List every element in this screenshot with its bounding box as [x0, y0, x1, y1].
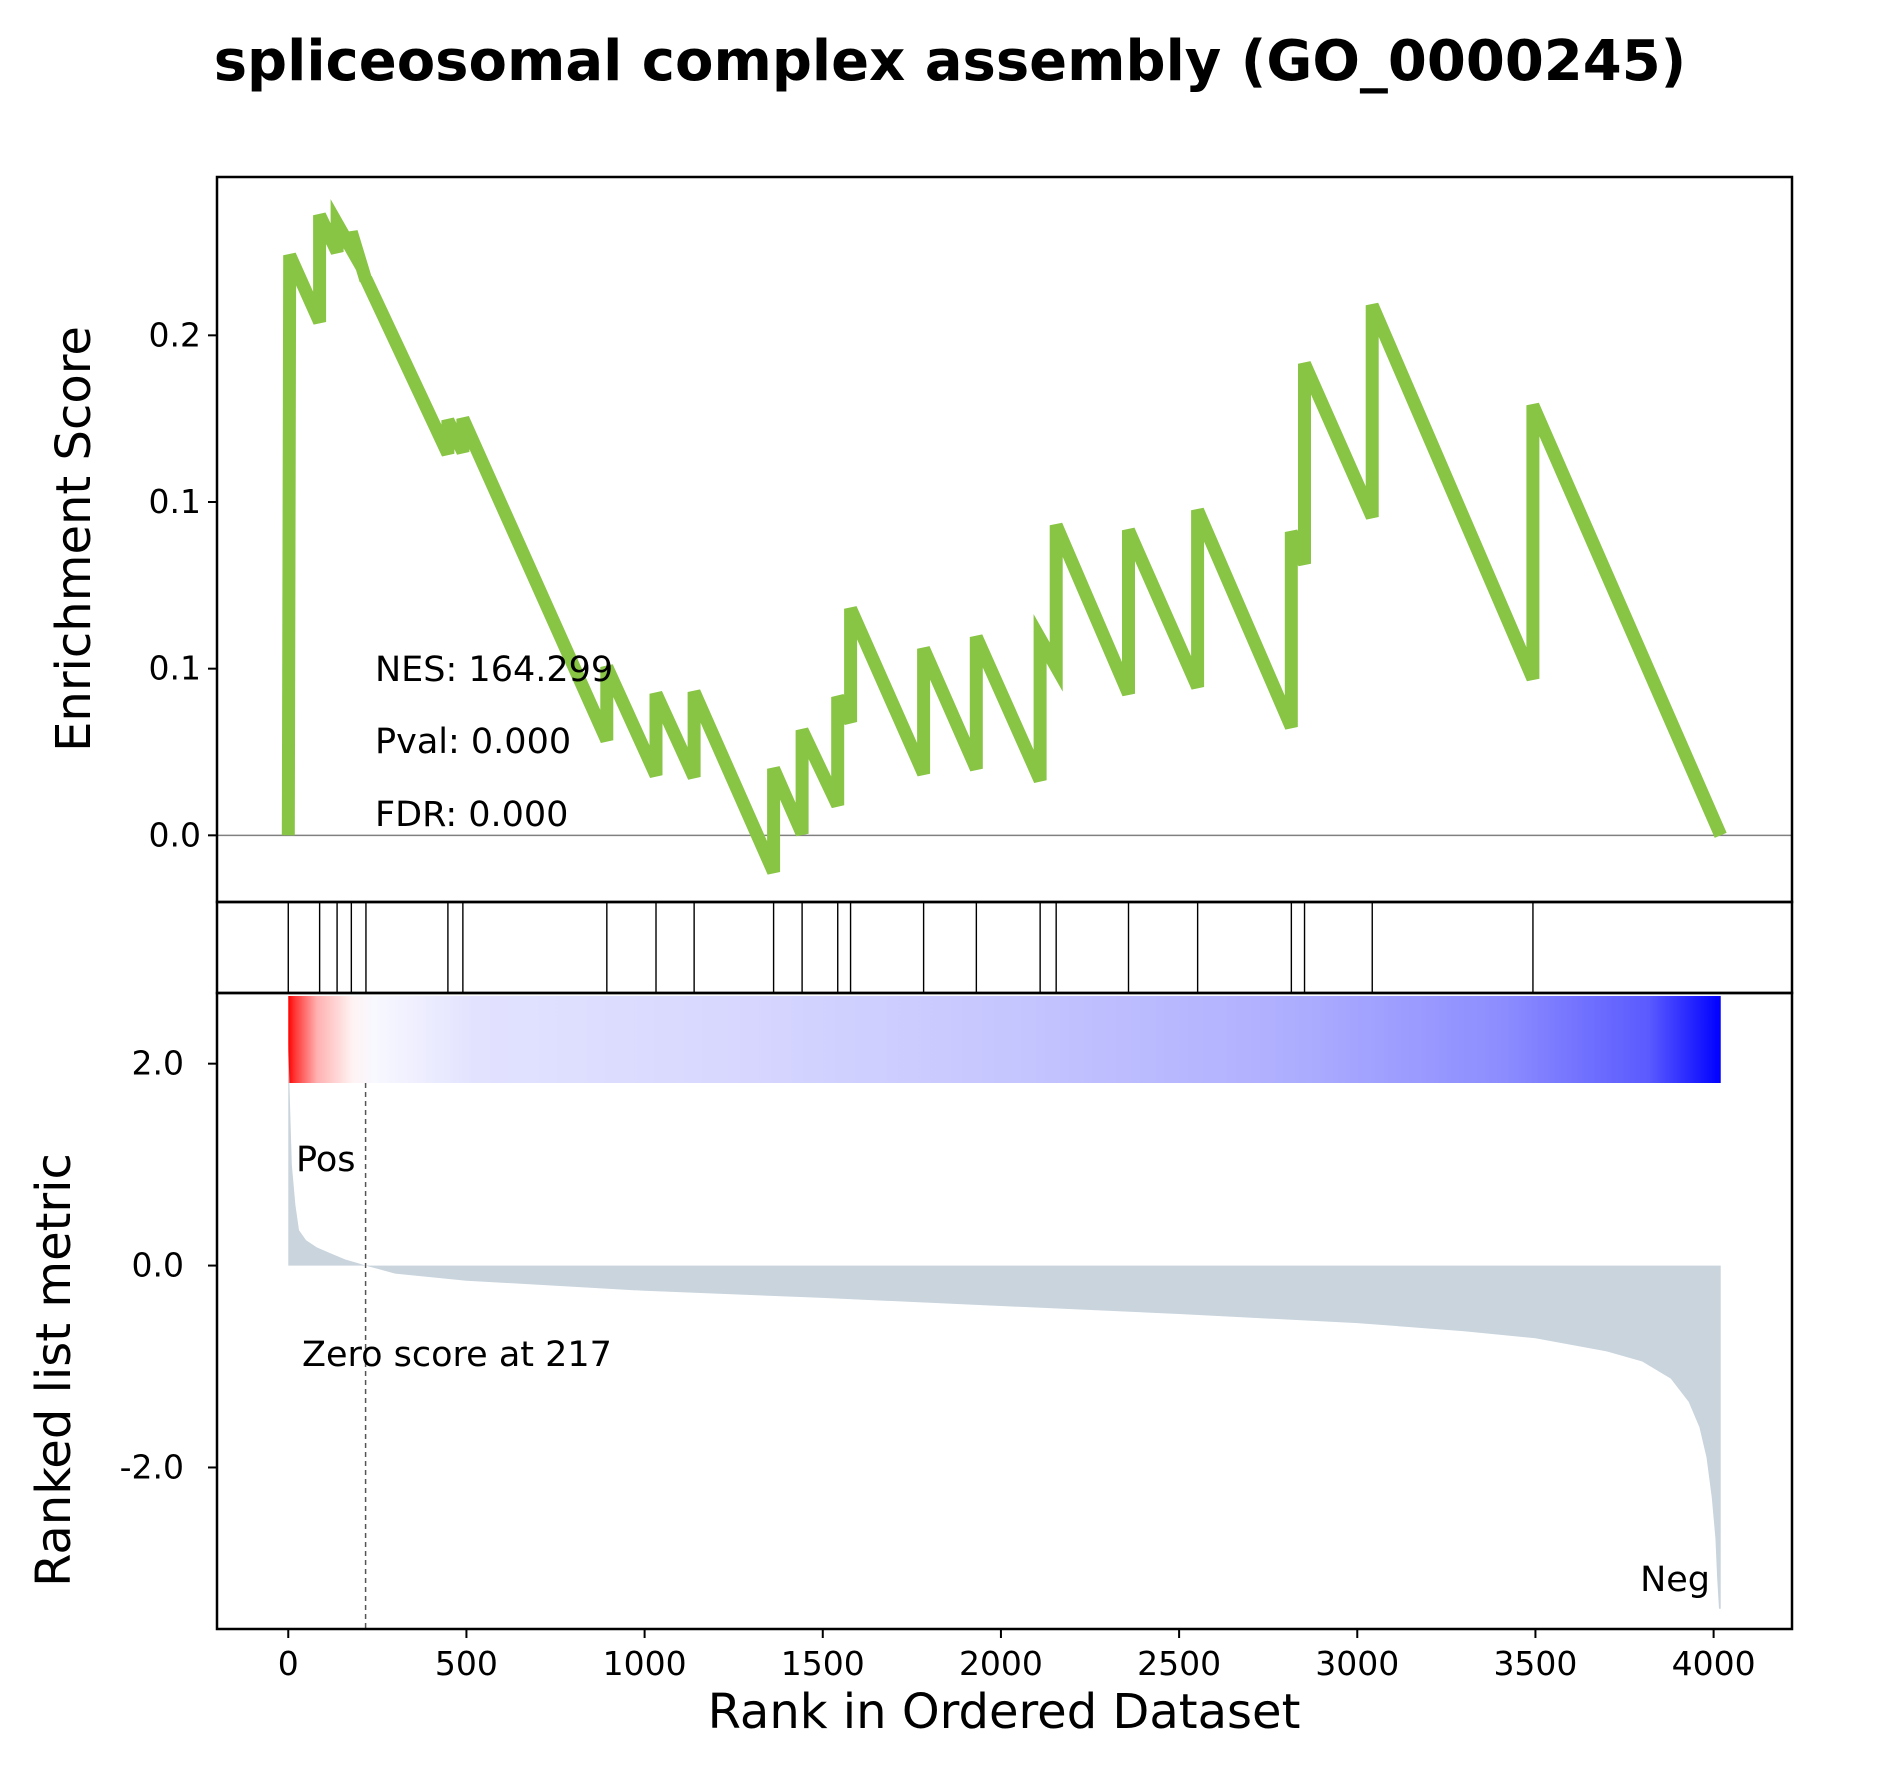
stats-annotations: NES: 164.299 Pval: 0.000 FDR: 0.000	[375, 650, 613, 835]
metric-panel-frame	[215, 991, 1794, 1631]
ranked-metric-area	[288, 1043, 1721, 1609]
enrichment-score-panel: 0.0 0.1 0.1 0.2 NES: 164.299 Pval: 0.000 FD…	[46, 175, 1794, 904]
x-tick-label: 1500	[781, 1644, 865, 1683]
es-y-tick-label: 0.1	[149, 482, 201, 521]
x-tick-label: 4000	[1672, 1644, 1756, 1683]
es-y-tick-label: 0.0	[149, 815, 201, 854]
es-y-tick-label: 0.1	[149, 649, 201, 688]
neg-label: Neg	[1640, 1560, 1710, 1600]
x-axis-label: Rank in Ordered Dataset	[708, 1684, 1301, 1740]
es-y-axis-label: Enrichment Score	[46, 326, 102, 752]
pval-annotation: Pval: 0.000	[375, 722, 571, 762]
fdr-annotation: FDR: 0.000	[375, 795, 568, 835]
metric-y-ticks: 2.0 0.0 -2.0	[120, 1044, 217, 1486]
metric-y-tick-label: 2.0	[132, 1044, 184, 1083]
metric-y-tick-label: -2.0	[120, 1447, 184, 1486]
axis-gap-mask	[210, 1084, 215, 1096]
zero-score-annotation: Zero score at 217	[302, 1335, 612, 1375]
nes-annotation: NES: 164.299	[375, 650, 613, 690]
x-tick-label: 0	[278, 1644, 299, 1683]
ranked-metric-panel: 2.0 0.0 -2.0 Pos Neg Zero score at 217 Ran…	[26, 991, 1794, 1631]
metric-y-tick-label: 0.0	[132, 1246, 184, 1285]
x-axis-ticks: 0 500 1000 1500 2000 2500 3000 3500 4000	[278, 1629, 1756, 1683]
x-tick-label: 500	[435, 1644, 498, 1683]
chart-title: spliceosomal complex assembly (GO_000024…	[214, 29, 1687, 94]
hit-lines	[287, 902, 1534, 993]
es-y-tick-label: 0.2	[149, 315, 201, 354]
metric-y-axis-label: Ranked list metric	[26, 1153, 82, 1587]
rank-heatmap-bar	[288, 996, 1721, 1083]
enrichment-score-line	[281, 199, 1727, 875]
x-tick-label: 3500	[1493, 1644, 1577, 1683]
x-tick-label: 3000	[1315, 1644, 1399, 1683]
gene-hits-panel	[215, 900, 1794, 995]
hits-panel-frame	[215, 900, 1794, 995]
x-tick-label: 2500	[1137, 1644, 1221, 1683]
pos-label: Pos	[296, 1140, 356, 1180]
x-tick-label: 2000	[959, 1644, 1043, 1683]
x-tick-label: 1000	[603, 1644, 687, 1683]
es-panel-frame	[215, 175, 1794, 904]
es-y-ticks: 0.0 0.1 0.1 0.2	[149, 315, 217, 854]
